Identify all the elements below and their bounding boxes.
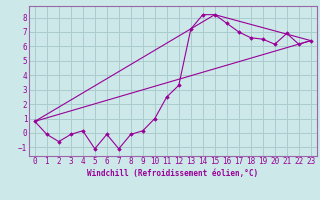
X-axis label: Windchill (Refroidissement éolien,°C): Windchill (Refroidissement éolien,°C): [87, 169, 258, 178]
